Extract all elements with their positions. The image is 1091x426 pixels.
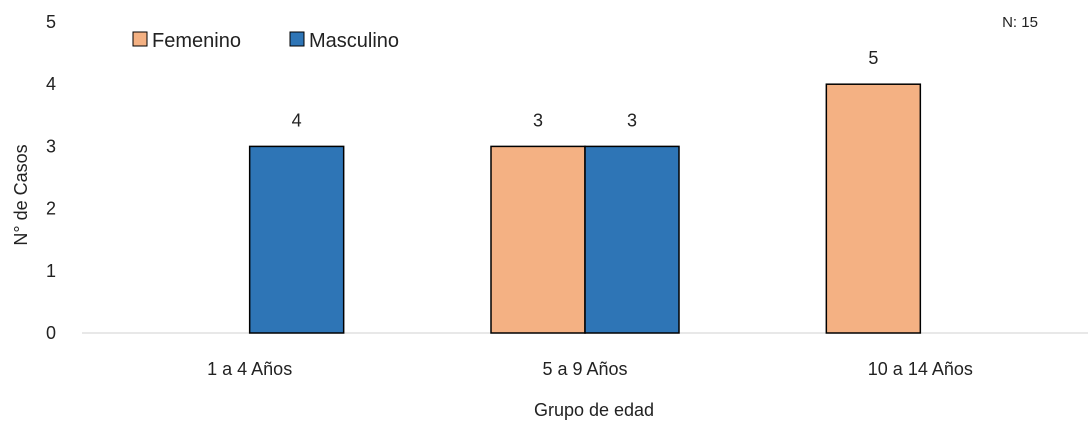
legend-label-femenino: Femenino (152, 30, 241, 52)
legend-label-masculino: Masculino (309, 30, 399, 52)
data-label-masculino-0: 4 (292, 110, 302, 130)
legend-swatch-masculino (289, 31, 305, 47)
y-axis-title: N° de Casos (11, 144, 31, 245)
y-tick-label: 4 (46, 74, 56, 94)
y-tick-label: 5 (46, 12, 56, 32)
x-tick-label: 1 a 4 Años (207, 359, 292, 379)
x-tick-label: 5 a 9 Años (542, 359, 627, 379)
bar-masculino-1 (584, 145, 680, 334)
data-label-masculino-1: 3 (627, 110, 637, 130)
x-tick-label: 10 a 14 Años (868, 359, 973, 379)
x-axis-title: Grupo de edad (534, 400, 654, 420)
legend: Femenino Masculino (132, 30, 399, 52)
y-tick-label: 2 (46, 199, 56, 219)
y-tick-label: 3 (46, 136, 56, 156)
total-cases-annotation: N: 15 (1002, 14, 1038, 31)
data-label-femenino-1: 3 (533, 110, 543, 130)
legend-swatch-femenino (132, 31, 148, 47)
y-tick-label: 1 (46, 261, 56, 281)
data-labels: 4 3 3 5 (292, 48, 879, 130)
bar-femenino-2 (825, 83, 922, 334)
y-tick-label: 0 (46, 323, 56, 343)
data-label-femenino-2: 5 (868, 48, 878, 68)
bar-masculino-0 (248, 145, 345, 334)
x-axis-ticks: 1 a 4 Años 5 a 9 Años 10 a 14 Años (207, 359, 973, 379)
y-axis-ticks: 0 1 2 3 4 5 (46, 12, 56, 343)
bars (248, 83, 922, 334)
bar-femenino-1 (490, 145, 586, 334)
